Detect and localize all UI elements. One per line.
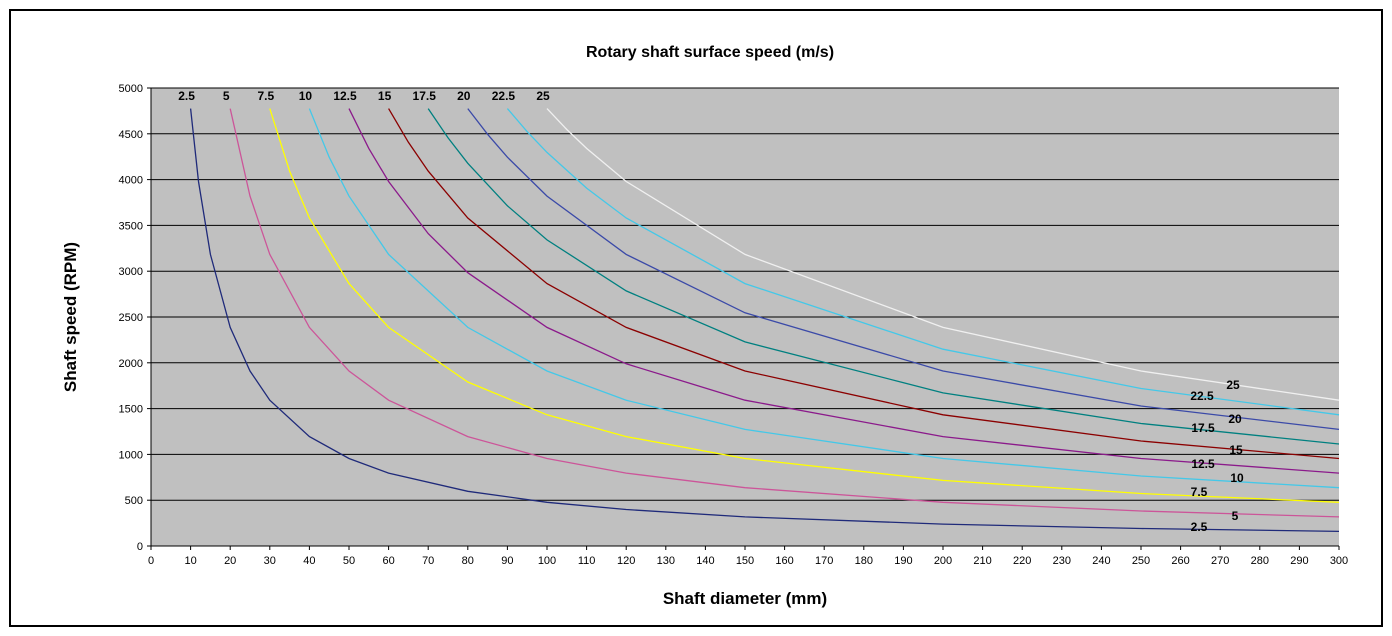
y-tick-label: 500 bbox=[125, 495, 143, 507]
right-series-label: 2.5 bbox=[1191, 520, 1208, 534]
y-tick-label: 1000 bbox=[119, 449, 143, 461]
x-tick-label: 150 bbox=[736, 555, 754, 567]
y-tick-label: 3500 bbox=[119, 220, 143, 232]
x-tick-label: 40 bbox=[303, 555, 315, 567]
series-line bbox=[229, 108, 1340, 518]
top-series-label: 5 bbox=[223, 89, 230, 103]
x-tick-label: 120 bbox=[617, 555, 635, 567]
top-series-label: 17.5 bbox=[413, 89, 437, 103]
top-series-label: 2.5 bbox=[178, 89, 195, 103]
y-tick-label: 4000 bbox=[119, 175, 143, 187]
y-tick-label: 2500 bbox=[119, 312, 143, 324]
right-series-label: 7.5 bbox=[1191, 485, 1208, 499]
right-series-label: 22.5 bbox=[1190, 389, 1214, 403]
x-tick-label: 190 bbox=[894, 555, 912, 567]
series-line bbox=[506, 108, 1340, 416]
right-series-label: 25 bbox=[1226, 378, 1240, 392]
x-tick-label: 210 bbox=[973, 555, 991, 567]
x-tick-label: 90 bbox=[501, 555, 513, 567]
x-tick-label: 30 bbox=[264, 555, 276, 567]
top-series-label: 7.5 bbox=[257, 89, 274, 103]
y-tick-label: 2000 bbox=[119, 358, 143, 370]
y-tick-label: 3000 bbox=[119, 266, 143, 278]
series-line bbox=[348, 108, 1340, 474]
x-tick-label: 170 bbox=[815, 555, 833, 567]
right-series-label: 20 bbox=[1228, 412, 1242, 426]
series-line bbox=[467, 108, 1340, 431]
x-tick-label: 100 bbox=[538, 555, 556, 567]
top-series-label: 20 bbox=[457, 89, 471, 103]
x-tick-label: 180 bbox=[855, 555, 873, 567]
series-line bbox=[546, 108, 1340, 401]
x-tick-label: 220 bbox=[1013, 555, 1031, 567]
top-series-label: 25 bbox=[536, 89, 550, 103]
top-series-label: 15 bbox=[378, 89, 392, 103]
x-tick-label: 160 bbox=[775, 555, 793, 567]
x-tick-label: 10 bbox=[184, 555, 196, 567]
series-lines bbox=[189, 108, 1340, 533]
x-tick-label: 260 bbox=[1171, 555, 1189, 567]
x-tick-label: 290 bbox=[1290, 555, 1308, 567]
x-tick-label: 240 bbox=[1092, 555, 1110, 567]
chart-title: Rotary shaft surface speed (m/s) bbox=[586, 44, 834, 61]
x-tick-label: 50 bbox=[343, 555, 355, 567]
x-tick-label: 280 bbox=[1251, 555, 1269, 567]
x-tick-labels: 0 10 20 30 40 50 60 70 80 90 100 110 120 130 140 150 160… bbox=[148, 546, 1348, 567]
y-tick-label: 5000 bbox=[119, 83, 143, 95]
x-tick-label: 60 bbox=[382, 555, 394, 567]
series-line bbox=[189, 108, 1340, 533]
y-tick-label: 1500 bbox=[119, 404, 143, 416]
x-tick-label: 270 bbox=[1211, 555, 1229, 567]
right-series-label: 10 bbox=[1230, 471, 1244, 485]
right-series-labels: 25 22.5 20 17.5 15 12.5 10 7.5 5 2.5 bbox=[1190, 378, 1244, 534]
x-axis-label: Shaft diameter (mm) bbox=[663, 589, 827, 608]
top-series-label: 10 bbox=[299, 89, 313, 103]
top-series-label: 22.5 bbox=[492, 89, 516, 103]
x-tick-label: 70 bbox=[422, 555, 434, 567]
series-line bbox=[427, 108, 1340, 445]
top-series-labels: 2.5 5 7.5 10 12.5 15 17.5 20 22.5 25 bbox=[178, 89, 550, 103]
x-tick-label: 110 bbox=[578, 555, 596, 567]
right-series-label: 15 bbox=[1229, 443, 1243, 457]
x-tick-label: 200 bbox=[934, 555, 952, 567]
x-tick-label: 140 bbox=[696, 555, 714, 567]
series-line bbox=[388, 108, 1340, 460]
right-series-label: 5 bbox=[1232, 509, 1239, 523]
gridlines bbox=[151, 87, 1339, 501]
x-tick-label: 300 bbox=[1330, 555, 1348, 567]
y-tick-labels: 0 500 1000 1500 2000 2500 3000 3500 4000 4500 5000 bbox=[119, 83, 151, 553]
y-tick-label: 0 bbox=[137, 541, 143, 553]
y-tick-label: 4500 bbox=[119, 129, 143, 141]
series-line bbox=[308, 108, 1340, 489]
top-series-label: 12.5 bbox=[333, 89, 357, 103]
right-series-label: 12.5 bbox=[1191, 457, 1215, 471]
right-series-label: 17.5 bbox=[1191, 421, 1215, 435]
x-tick-label: 80 bbox=[462, 555, 474, 567]
x-tick-label: 0 bbox=[148, 555, 154, 567]
series-line bbox=[269, 108, 1340, 503]
y-axis-label: Shaft speed (RPM) bbox=[61, 242, 80, 392]
x-tick-label: 230 bbox=[1053, 555, 1071, 567]
x-tick-label: 20 bbox=[224, 555, 236, 567]
x-tick-label: 250 bbox=[1132, 555, 1150, 567]
x-tick-label: 130 bbox=[657, 555, 675, 567]
